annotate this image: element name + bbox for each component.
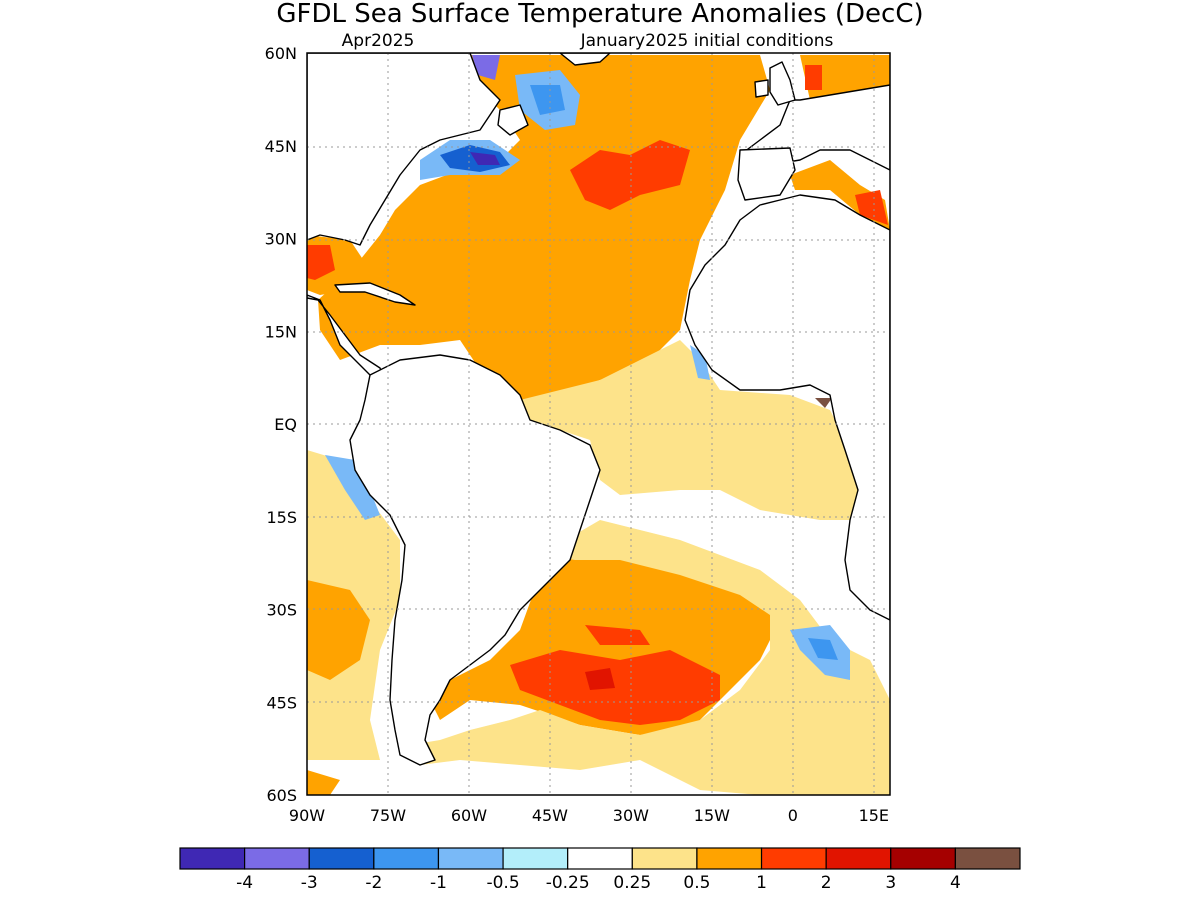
- colorbar-swatch: [631, 847, 698, 870]
- lat-tick-label: 30N: [265, 230, 297, 249]
- colorbar-label: 2: [821, 873, 832, 893]
- ireland-land: [754, 79, 769, 98]
- greenland-edge-land: [559, 53, 611, 66]
- anomaly-region-south-atlantic-strong-warm: [510, 650, 720, 725]
- figure-title: GFDL Sea Surface Temperature Anomalies (…: [276, 0, 923, 29]
- colorbar: -4 -3 -2 -1 -0.5 -0.25 0.25 0.5 1 2 3 4: [179, 847, 1021, 893]
- cuba-land: [334, 282, 416, 306]
- colorbar-label: 0.5: [683, 873, 710, 893]
- lon-tick-label: 30W: [613, 806, 649, 825]
- lon-tick-label: 0: [788, 806, 798, 825]
- colorbar-swatch: [308, 847, 375, 870]
- lon-tick-label: 90W: [289, 806, 325, 825]
- lon-tick-label: 45W: [532, 806, 568, 825]
- colorbar-swatches: [179, 847, 1021, 870]
- anomaly-region-ireland-strong-warm: [805, 65, 822, 90]
- colorbar-swatch: [437, 847, 504, 870]
- colorbar-label: 0.25: [613, 873, 651, 893]
- south-america-land: [349, 354, 601, 766]
- colorbar-swatch: [179, 847, 246, 870]
- lon-tick-label: 75W: [370, 806, 406, 825]
- newfoundland-land: [497, 104, 529, 136]
- forecast-month-label: Apr2025: [342, 31, 415, 51]
- britain-land: [769, 61, 796, 106]
- anomaly-region-gulf-strong-warm: [307, 245, 335, 280]
- colorbar-swatch: [567, 847, 633, 870]
- longitude-axis-labels: 90W 75W 60W 45W 30W 15W 0 15E: [289, 806, 889, 825]
- lon-tick-label: 15E: [859, 806, 889, 825]
- anomaly-region-south-atlantic-weak-warm: [410, 520, 890, 780]
- anomaly-region-labrador-cold-core: [530, 85, 565, 115]
- africa-land: [684, 194, 890, 621]
- colorbar-label: -0.5: [486, 873, 519, 893]
- colorbar-swatch: [696, 847, 763, 870]
- colorbar-label: -2: [365, 873, 382, 893]
- map-panel: 60N 45N 30N 15N EQ 15S 30S 45S 60S 90W 75W 60W 45W 3…: [265, 44, 891, 825]
- anomaly-region-labrador-top-cold: [472, 55, 500, 80]
- lat-tick-label: 45S: [266, 693, 297, 712]
- colorbar-swatch: [760, 847, 827, 870]
- anomaly-region-north-atlantic-strong-warm: [570, 140, 690, 210]
- colorbar-swatch: [954, 847, 1021, 870]
- anomaly-region-scotian-cold-core: [470, 152, 500, 165]
- land-outlines: [307, 53, 890, 766]
- anomaly-region-south-atlantic-core-warm: [585, 625, 650, 645]
- anomaly-region-benguela-cold-core: [808, 638, 838, 660]
- anomaly-region-south-atlantic-peak-warm: [585, 668, 615, 690]
- colorbar-label: -0.25: [546, 873, 590, 893]
- colorbar-label: -1: [430, 873, 447, 893]
- lat-tick-label: 60N: [265, 44, 297, 63]
- colorbar-label: -4: [236, 873, 253, 893]
- lat-tick-label: 45N: [265, 137, 297, 156]
- colorbar-label: 1: [756, 873, 767, 893]
- colorbar-label: 4: [950, 873, 961, 893]
- anomaly-region-gulf-of-guinea-brown: [815, 398, 832, 408]
- colorbar-swatch: [373, 847, 440, 870]
- anomaly-region-southern-ocean-weak-warm: [640, 735, 890, 795]
- lat-tick-label: 15N: [265, 322, 297, 341]
- lon-tick-label: 60W: [451, 806, 487, 825]
- anomaly-region-med-strong-warm: [855, 190, 888, 225]
- colorbar-swatch: [244, 847, 310, 870]
- lat-tick-label: 15S: [266, 508, 297, 527]
- anomaly-field: [307, 55, 890, 795]
- anomaly-region-north-atlantic-warm: [318, 55, 770, 400]
- colorbar-swatch: [502, 847, 569, 870]
- lat-tick-label: EQ: [274, 415, 297, 434]
- latitude-axis-labels: 60N 45N 30N 15N EQ 15S 30S 45S 60S: [265, 44, 297, 805]
- map-grid: [307, 53, 890, 795]
- anomaly-region-peru-cold: [325, 455, 380, 520]
- anomaly-region-tropical-weak-warm: [520, 340, 860, 520]
- lat-tick-label: 60S: [266, 786, 297, 805]
- anomaly-region-west-africa-cold: [690, 345, 710, 380]
- colorbar-swatch: [890, 847, 956, 870]
- north-america-land: [307, 53, 501, 246]
- initial-conditions-label: January2025 initial conditions: [580, 31, 834, 51]
- iberia-land: [737, 147, 796, 201]
- anomaly-region-east-pacific-warm: [307, 580, 370, 680]
- colorbar-label: -3: [301, 873, 318, 893]
- map-frame: [306, 52, 891, 796]
- lon-tick-label: 15W: [694, 806, 730, 825]
- colorbar-labels: -4 -3 -2 -1 -0.5 -0.25 0.25 0.5 1 2 3 4: [236, 873, 961, 893]
- colorbar-label: 3: [885, 873, 896, 893]
- anomaly-region-south-pacific-bottom: [307, 770, 340, 795]
- lat-tick-label: 30S: [266, 601, 297, 620]
- colorbar-swatch: [825, 847, 892, 870]
